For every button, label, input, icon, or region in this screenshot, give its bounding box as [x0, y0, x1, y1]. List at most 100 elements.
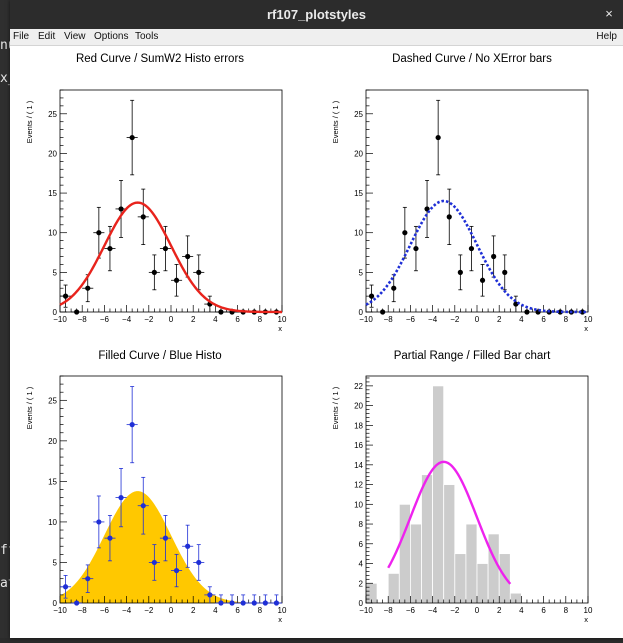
y-tick-label: 10 [354, 229, 363, 238]
data-point [196, 269, 202, 275]
data-point [129, 422, 135, 428]
plot-window: rf107_plotstyles × File Edit View Option… [10, 0, 623, 638]
y-tick-label: 20 [354, 402, 363, 411]
chart-panel-1: Red Curve / SumW2 Histo errors −10 −8 −6 −4 −… [25, 53, 287, 333]
menu-view[interactable]: View [64, 31, 86, 42]
data-point [107, 245, 113, 252]
x-tick-label: 6 [541, 315, 546, 324]
y-tick-label: 15 [48, 189, 57, 198]
data-point [413, 245, 419, 252]
x-axis-label: x [278, 615, 282, 624]
x-tick-label: 4 [519, 606, 524, 615]
y-tick-label: 2 [359, 579, 364, 588]
chart-title: Red Curve / SumW2 Histo errors [76, 53, 244, 65]
x-tick-label: −2 [144, 315, 154, 324]
data-point [218, 309, 224, 315]
y-tick-label: 5 [53, 268, 58, 277]
fit-curve [365, 199, 588, 314]
x-tick-label: 2 [191, 315, 196, 324]
x-tick-label: 10 [584, 315, 593, 324]
y-tick-label: 25 [354, 110, 363, 119]
data-point [446, 214, 452, 220]
y-axis-label: Events / ( 1 ) [25, 100, 34, 143]
data-point [524, 309, 530, 315]
data-point [229, 600, 235, 606]
data-point [173, 277, 180, 283]
y-tick-label: 5 [359, 268, 364, 277]
data-point [457, 269, 463, 275]
x-tick-label: −8 [78, 606, 88, 615]
y-tick-label: 10 [354, 500, 363, 509]
fit-curve [59, 201, 282, 314]
chart-title: Dashed Curve / No XError bars [392, 53, 552, 65]
data-point [62, 293, 69, 299]
y-tick-label: 15 [354, 189, 363, 198]
chart-bar [443, 484, 456, 604]
y-tick-label: 6 [359, 540, 364, 549]
x-axis-label: x [584, 324, 588, 333]
x-tick-label: 2 [191, 606, 196, 615]
chart-bar [387, 572, 400, 604]
menu-file[interactable]: File [13, 31, 30, 42]
x-axis-label: x [584, 615, 588, 624]
y-tick-label: 8 [359, 520, 364, 529]
menu-options[interactable]: Options [94, 31, 129, 42]
data-point [262, 600, 268, 606]
x-tick-label: 6 [541, 606, 546, 615]
x-tick-label: 2 [497, 606, 502, 615]
x-tick-label: 4 [213, 606, 218, 615]
data-point [151, 269, 157, 275]
menu-help[interactable]: Help [596, 31, 617, 42]
y-tick-label: 5 [53, 558, 58, 567]
data-point [140, 503, 146, 509]
y-tick-label: 22 [354, 382, 363, 391]
x-tick-label: 8 [258, 606, 263, 615]
chart-bar [454, 553, 467, 604]
y-tick-label: 18 [354, 421, 363, 430]
y-tick-label: 20 [48, 437, 57, 446]
y-tick-label: 14 [354, 461, 363, 470]
title-bar[interactable]: rf107_plotstyles × [10, 0, 623, 29]
data-point [207, 592, 213, 598]
x-tick-label: −10 [53, 606, 67, 615]
chart-title: Filled Curve / Blue Histo [98, 350, 221, 362]
data-point [140, 214, 146, 220]
menu-edit[interactable]: Edit [38, 31, 56, 42]
y-tick-label: 25 [48, 396, 57, 405]
plot-frame [365, 89, 589, 313]
data-point [62, 584, 69, 590]
y-tick-label: 0 [359, 599, 364, 608]
x-tick-label: 0 [169, 606, 174, 615]
data-point [368, 293, 375, 299]
chart-panel-3: Filled Curve / Blue Histo −10 −8 −6 −4 −2 0 2 4 6… [25, 350, 287, 624]
data-point [162, 535, 169, 541]
x-tick-label: −2 [144, 606, 154, 615]
data-point [74, 309, 80, 315]
plot-canvas[interactable]: Red Curve / SumW2 Histo errors −10 −8 −6 −4 −… [10, 46, 623, 638]
data-point [129, 134, 135, 141]
menu-tools[interactable]: Tools [135, 31, 159, 42]
x-tick-label: −10 [359, 606, 373, 615]
close-icon[interactable]: × [605, 6, 613, 21]
x-tick-label: 10 [278, 315, 287, 324]
x-tick-label: −8 [78, 315, 88, 324]
data-point [96, 230, 102, 236]
x-tick-label: −6 [406, 606, 416, 615]
chart-panel-4: Partial Range / Filled Bar chart −10 −8 −6 −… [331, 350, 593, 624]
data-point [118, 495, 124, 501]
y-tick-label: 16 [354, 441, 363, 450]
data-point [380, 309, 386, 315]
y-axis-label: Events / ( 1 ) [25, 386, 34, 429]
data-point [173, 567, 180, 574]
chart-bar [487, 533, 500, 604]
chart-bar [432, 385, 445, 604]
data-point [162, 245, 169, 252]
x-tick-label: −2 [450, 315, 460, 324]
y-tick-label: 10 [48, 518, 57, 527]
x-tick-label: −4 [122, 606, 132, 615]
data-point [251, 600, 257, 606]
data-point [85, 576, 91, 582]
window-title: rf107_plotstyles [267, 7, 366, 22]
y-tick-label: 10 [48, 229, 57, 238]
y-axis-label: Events / ( 1 ) [331, 100, 340, 143]
